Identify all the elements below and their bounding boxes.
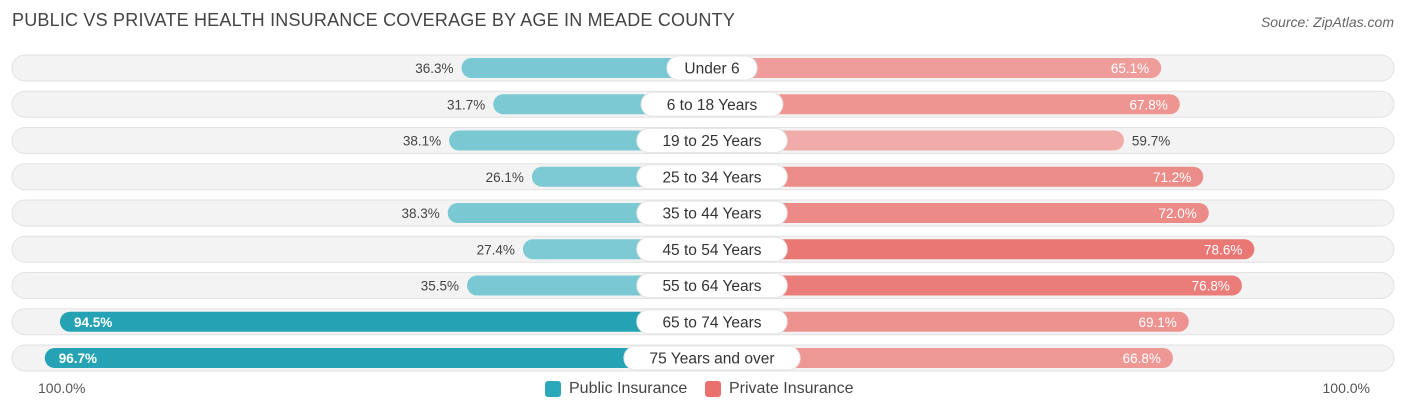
category-pill	[636, 309, 788, 335]
category-label: 45 to 54 Years	[662, 242, 761, 259]
category-pill	[666, 55, 758, 81]
legend-label-private: Private Insurance	[729, 380, 854, 397]
category-label: 55 to 64 Years	[662, 278, 761, 295]
private-value-label: 72.0%	[1159, 206, 1197, 221]
public-value-label: 35.5%	[421, 279, 459, 294]
private-value-label: 76.8%	[1192, 279, 1230, 294]
public-value-label: 26.1%	[486, 170, 524, 185]
public-bar	[44, 348, 712, 368]
private-bar	[712, 166, 1204, 187]
category-pill	[636, 164, 788, 190]
private-bar	[712, 275, 1242, 296]
private-value-label: 71.2%	[1153, 170, 1191, 185]
private-bar	[712, 58, 1162, 78]
category-label: Under 6	[684, 61, 739, 78]
category-label: 75 Years and over	[650, 351, 775, 368]
private-bar	[712, 311, 1189, 332]
public-value-label: 94.5%	[74, 315, 112, 330]
private-bar	[712, 348, 1173, 368]
category-pill	[640, 91, 784, 117]
axis-left-label: 100.0%	[38, 380, 86, 396]
legend-swatch-public	[545, 381, 561, 397]
category-label: 6 to 18 Years	[667, 97, 758, 114]
public-value-label: 36.3%	[415, 61, 453, 76]
public-value-label: 96.7%	[59, 351, 97, 366]
private-bar	[712, 94, 1180, 115]
category-label: 19 to 25 Years	[662, 133, 761, 150]
public-bar	[59, 311, 712, 332]
category-label: 65 to 74 Years	[662, 314, 761, 331]
legend-item-private: Private Insurance	[705, 379, 854, 399]
bar-chart: 36.3% 65.1% Under 6 31.7% 67.8% 6 to 18 Years…	[11, 54, 1395, 372]
category-pill	[623, 345, 801, 371]
chart-source: Source: ZipAtlas.com	[1260, 14, 1394, 30]
public-value-label: 27.4%	[477, 242, 515, 257]
public-value-label: 31.7%	[447, 97, 485, 112]
legend: Public Insurance Private Insurance	[0, 379, 1406, 399]
legend-swatch-private	[705, 381, 721, 397]
category-label: 35 to 44 Years	[662, 206, 761, 223]
private-value-label: 78.6%	[1204, 242, 1242, 257]
category-label: 25 to 34 Years	[662, 169, 761, 186]
axis-right-label: 100.0%	[1322, 380, 1370, 396]
category-pill	[636, 236, 788, 262]
private-value-label: 69.1%	[1139, 315, 1177, 330]
category-pill	[636, 273, 788, 298]
private-bar	[712, 239, 1255, 260]
private-bar	[712, 130, 1124, 151]
private-bar	[712, 203, 1209, 223]
public-bar	[461, 58, 712, 78]
private-value-label: 59.7%	[1132, 134, 1170, 149]
public-value-label: 38.3%	[401, 206, 439, 221]
private-value-label: 67.8%	[1130, 97, 1168, 112]
category-pill	[636, 128, 788, 153]
legend-item-public: Public Insurance	[545, 379, 687, 399]
private-value-label: 66.8%	[1123, 351, 1161, 366]
private-value-label: 65.1%	[1111, 61, 1149, 76]
legend-label-public: Public Insurance	[569, 380, 688, 397]
chart-title: PUBLIC VS PRIVATE HEALTH INSURANCE COVER…	[12, 10, 736, 30]
public-value-label: 38.1%	[403, 134, 441, 149]
category-pill	[636, 200, 788, 226]
